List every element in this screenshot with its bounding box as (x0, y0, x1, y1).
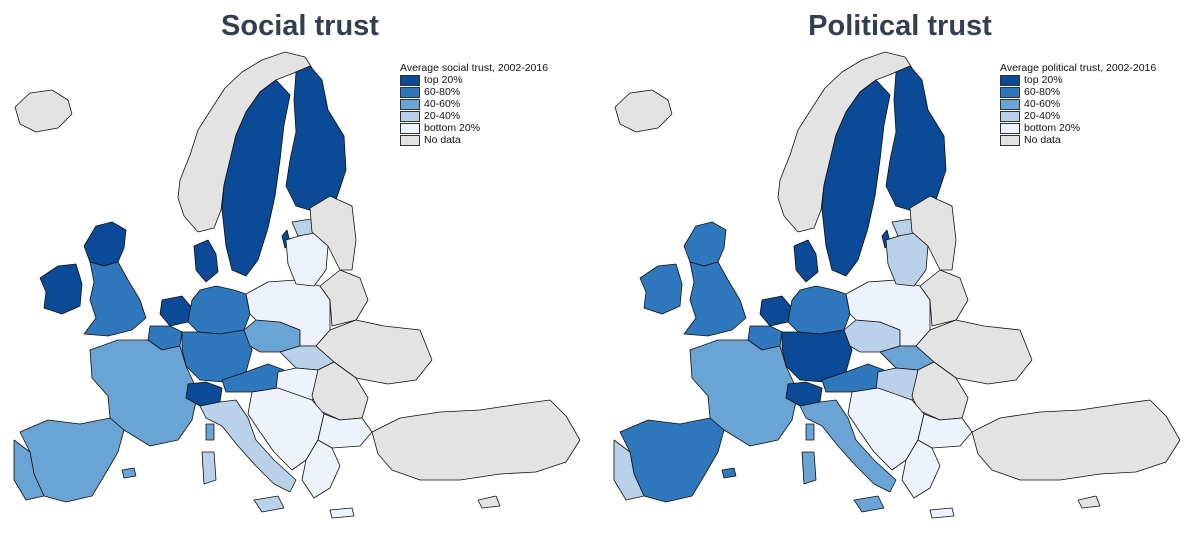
region-balearics (122, 468, 136, 478)
legend-label-top20: top 20% (424, 74, 463, 86)
region-iceland (615, 90, 672, 132)
region-corsica (206, 424, 214, 440)
legend-row-top20: top 20% (400, 74, 548, 86)
social-trust-legend: Average social trust, 2002-2016 top 20% … (400, 62, 548, 146)
legend-swatch-nodata (400, 135, 420, 146)
region-turkey (972, 400, 1180, 480)
legend-label-20-40: 20-40% (1024, 110, 1060, 122)
legend-swatch-40-60 (1000, 99, 1020, 110)
region-crete (930, 508, 954, 518)
legend-label-nodata: No data (1024, 134, 1061, 146)
legend-swatch-20-40 (400, 111, 420, 122)
legend-swatch-nodata (1000, 135, 1020, 146)
region-denmark (194, 240, 218, 282)
legend-row-40-60: 40-60% (1000, 98, 1156, 110)
legend-swatch-bottom20 (400, 123, 420, 134)
legend-row-40-60: 40-60% (400, 98, 548, 110)
region-ireland (640, 264, 682, 314)
legend-row-20-40: 20-40% (1000, 110, 1156, 122)
region-germany-north (188, 286, 250, 334)
legend-row-nodata: No data (1000, 134, 1156, 146)
region-scotland (84, 222, 126, 266)
legend-row-bottom20: bottom 20% (400, 122, 548, 134)
legend-swatch-top20 (1000, 75, 1020, 86)
region-netherlands (160, 296, 192, 326)
legend-label-20-40: 20-40% (424, 110, 460, 122)
legend-label-40-60: 40-60% (1024, 98, 1060, 110)
legend-row-60-80: 60-80% (400, 86, 548, 98)
legend-swatch-bottom20 (1000, 123, 1020, 134)
legend-swatch-40-60 (400, 99, 420, 110)
region-sardinia (802, 452, 816, 484)
region-turkey (372, 400, 580, 480)
legend-label-nodata: No data (424, 134, 461, 146)
region-corsica (806, 424, 814, 440)
legend-swatch-60-80 (1000, 87, 1020, 98)
social-trust-legend-title: Average social trust, 2002-2016 (400, 62, 548, 74)
region-germany-north (788, 286, 850, 334)
region-scotland (684, 222, 726, 266)
region-sicily (254, 496, 284, 512)
legend-label-bottom20: bottom 20% (1024, 122, 1080, 134)
region-sardinia (202, 452, 216, 484)
region-england-wales (84, 262, 146, 336)
legend-row-20-40: 20-40% (400, 110, 548, 122)
region-finland (286, 66, 346, 212)
legend-row-top20: top 20% (1000, 74, 1156, 86)
legend-label-60-80: 60-80% (1024, 86, 1060, 98)
legend-row-bottom20: bottom 20% (1000, 122, 1156, 134)
legend-label-bottom20: bottom 20% (424, 122, 480, 134)
legend-label-60-80: 60-80% (424, 86, 460, 98)
legend-row-60-80: 60-80% (1000, 86, 1156, 98)
legend-swatch-60-80 (400, 87, 420, 98)
legend-swatch-top20 (400, 75, 420, 86)
social-trust-panel: Social trust Average social trust, 2002-… (0, 0, 600, 547)
region-denmark (794, 240, 818, 282)
political-trust-legend: Average political trust, 2002-2016 top 2… (1000, 62, 1156, 146)
region-cyprus (478, 496, 500, 508)
region-crete (330, 508, 354, 518)
region-ireland (40, 264, 82, 314)
region-balearics (722, 468, 736, 478)
region-sicily (854, 496, 884, 512)
legend-label-top20: top 20% (1024, 74, 1063, 86)
legend-row-nodata: No data (400, 134, 548, 146)
region-finland (886, 66, 946, 212)
region-cyprus (1078, 496, 1100, 508)
region-iceland (15, 90, 72, 132)
region-england-wales (684, 262, 746, 336)
legend-label-40-60: 40-60% (424, 98, 460, 110)
region-netherlands (760, 296, 792, 326)
political-trust-legend-title: Average political trust, 2002-2016 (1000, 62, 1156, 74)
political-trust-panel: Political trust Average political trust,… (600, 0, 1200, 547)
legend-swatch-20-40 (1000, 111, 1020, 122)
